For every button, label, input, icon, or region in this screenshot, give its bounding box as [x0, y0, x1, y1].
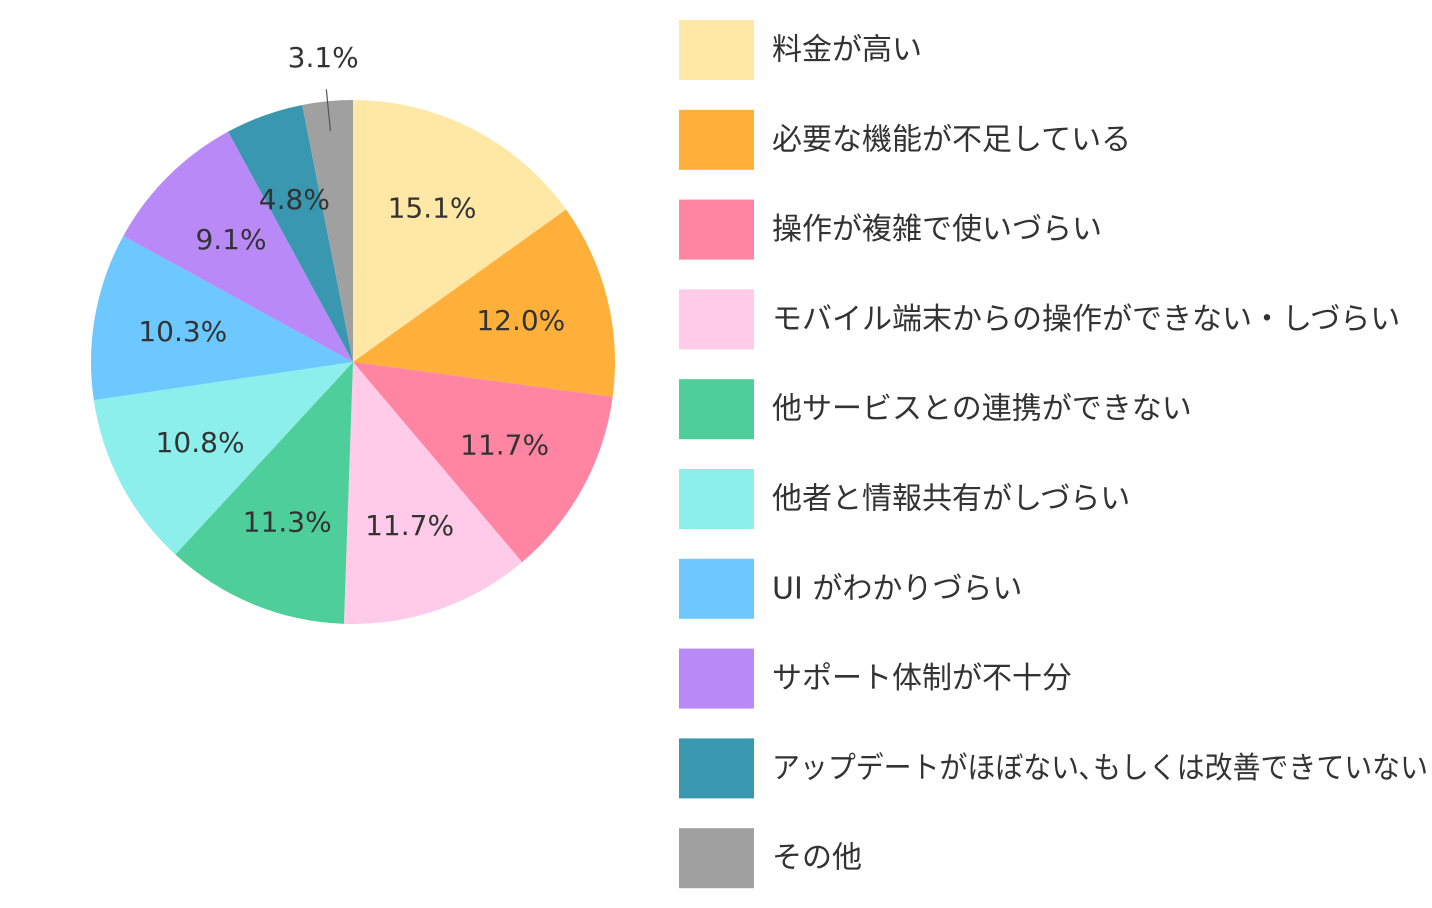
slice-label: 9.1% — [195, 223, 266, 256]
legend-item: 他サービスとの連携ができない — [679, 379, 1192, 440]
pie-slice — [123, 131, 353, 362]
slice-label: 3.1% — [288, 41, 359, 74]
slice-label: 11.7% — [460, 429, 549, 462]
legend-swatch — [679, 379, 754, 440]
slice-label: 11.3% — [243, 505, 332, 538]
legend-label: 他者と情報共有がしづらい — [772, 482, 1130, 517]
slice-label: 11.7% — [365, 509, 454, 542]
legend-label: 必要な機能が不足している — [772, 122, 1131, 157]
slice-label: 15.1% — [388, 192, 477, 225]
legend-swatch — [679, 20, 754, 80]
pie-slice — [353, 100, 567, 362]
legend-swatch — [679, 469, 754, 529]
legend-swatch — [679, 648, 754, 709]
legend-label: 料金が高い — [772, 33, 922, 68]
legend-swatch — [679, 828, 754, 889]
legend-label: その他 — [772, 841, 862, 876]
slice-label: 10.8% — [156, 426, 245, 459]
legend-item: UI がわかりづらい — [679, 558, 1022, 619]
legend-swatch — [679, 109, 754, 170]
legend-label: 他サービスとの連携ができない — [772, 392, 1192, 427]
legend-label: UI がわかりづらい — [772, 571, 1022, 606]
pie-slice — [343, 362, 523, 624]
legend-item: その他 — [679, 828, 862, 889]
legend-item: 必要な機能が不足している — [679, 109, 1131, 170]
pie-slice — [93, 362, 353, 555]
legend-item: サポート体制が不十分 — [679, 648, 1072, 709]
legend-item: モバイル端末からの操作ができない・しづらい — [679, 289, 1400, 350]
pie-slice — [91, 236, 354, 401]
legend-label: モバイル端末からの操作ができない・しづらい — [772, 302, 1400, 337]
pie-slices — [91, 100, 615, 624]
legend-item: 料金が高い — [679, 20, 922, 80]
legend-item: 他者と情報共有がしづらい — [679, 469, 1130, 529]
slice-label: 4.8% — [259, 183, 330, 216]
legend-swatch — [679, 558, 754, 619]
pie-slice-labels: 15.1% 12.0% 11.7% 11.7% 11.3% 10.8% 10.3% 9.1% 4… — [138, 41, 565, 542]
slice-label: 10.3% — [138, 315, 227, 348]
legend-swatch — [679, 289, 754, 350]
legend-label: サポート体制が不十分 — [772, 661, 1072, 696]
legend: 料金が高い必要な機能が不足している操作が複雑で使いづらいモバイル端末からの操作が… — [679, 20, 1428, 889]
slice-label: 12.0% — [476, 304, 565, 337]
legend-item: アップデートがほぼない､もしくは改善できていない — [679, 738, 1428, 799]
legend-label: アップデートがほぼない､もしくは改善できていない — [772, 751, 1428, 786]
pie-slice — [302, 100, 353, 362]
pie-slice — [228, 104, 353, 363]
pie-slice — [353, 362, 613, 563]
legend-label: 操作が複雑で使いづらい — [772, 212, 1102, 247]
leader-line — [325, 89, 332, 132]
legend-swatch — [679, 199, 754, 260]
pie-slice — [353, 209, 615, 397]
pie-slice — [175, 362, 353, 624]
legend-item: 操作が複雑で使いづらい — [679, 199, 1102, 260]
legend-swatch — [679, 738, 754, 799]
